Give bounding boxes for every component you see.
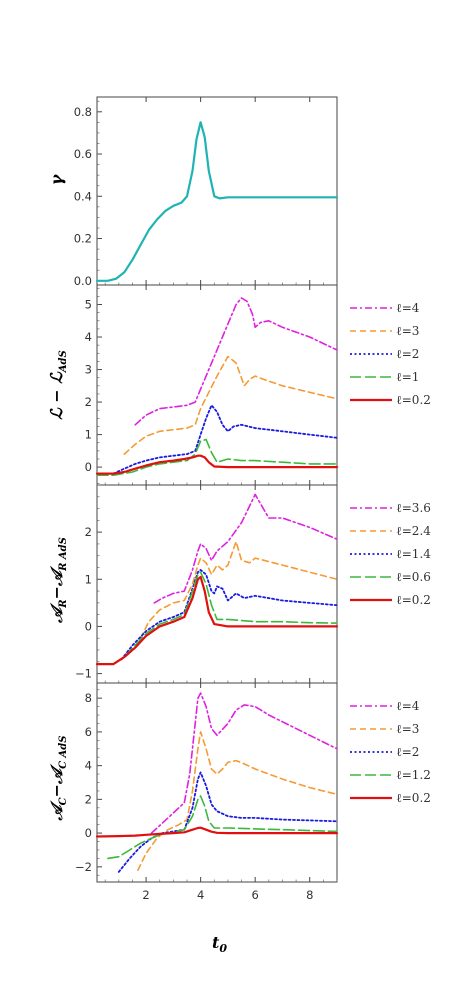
y-tick-label: 1 — [85, 428, 92, 442]
legend-label: ℓ=1.2 — [396, 768, 431, 782]
y-tick-label: 1 — [85, 572, 92, 586]
y-tick-label: 0.4 — [74, 189, 92, 203]
legend-label: ℓ=4 — [396, 301, 420, 315]
series-line-3.6 — [153, 493, 338, 604]
series-line-2.4 — [139, 540, 338, 639]
series-line-gamma — [95, 121, 339, 282]
svg-text:𝒜R−𝒜R AdS: 𝒜R−𝒜R AdS — [47, 537, 69, 624]
series-line-3 — [123, 355, 338, 455]
y-tick-label: 2 — [85, 395, 92, 409]
series-line-1.4 — [120, 569, 338, 661]
y-tick-label: 2 — [85, 525, 92, 539]
legend-label: ℓ=1 — [396, 370, 419, 384]
panel-1: 0.0 0.2 0.4 0.6 0.8 — [74, 96, 339, 288]
x-tick-label: 6 — [252, 888, 259, 902]
series-line-0.2 — [95, 826, 339, 838]
y-tick-label: 0 — [85, 619, 92, 633]
y-tick-label: −1 — [75, 667, 92, 681]
y-tick-label: 4 — [85, 759, 92, 773]
x-axis-label: t0 — [212, 933, 227, 955]
y-tick-label: 6 — [85, 725, 92, 739]
panel4-ylabel: 𝒜C−𝒜C AdS — [47, 735, 69, 821]
legend-label: ℓ=0.6 — [396, 570, 431, 584]
series-line-4 — [134, 297, 338, 426]
svg-text:𝒜C−𝒜C AdS: 𝒜C−𝒜C AdS — [47, 735, 69, 821]
series-line-1.2 — [107, 795, 338, 860]
series-line-0.2 — [95, 575, 339, 666]
legend-label: ℓ=3.6 — [396, 501, 431, 515]
series-line-2 — [112, 404, 338, 475]
y-tick-label: 4 — [85, 330, 92, 344]
panel3-ylabel: 𝒜R−𝒜R AdS — [47, 537, 69, 624]
panel-4: −2 0 2 4 6 8 ℓ=4 ℓ=3 ℓ=2 ℓ=1.2 ℓ=0.2 2 4 6 8 — [75, 682, 431, 902]
svg-text:γ: γ — [47, 173, 66, 185]
y-tick-label: 0.2 — [74, 232, 92, 246]
panel1-ylabel: γ — [47, 173, 66, 185]
x-tick-label: 2 — [142, 888, 149, 902]
y-tick-label: 0 — [85, 460, 92, 474]
y-tick-label: 0 — [85, 826, 92, 840]
legend-label: ℓ=4 — [396, 699, 420, 713]
svg-text:ℒ − ℒAdS: ℒ − ℒAdS — [47, 350, 69, 420]
y-tick-label: 5 — [85, 298, 92, 312]
panel-frame — [96, 682, 338, 883]
x-tick-label: 4 — [197, 888, 204, 902]
y-tick-label: 2 — [85, 792, 92, 806]
legend-label: ℓ=2 — [396, 347, 419, 361]
legend-label: ℓ=2 — [396, 745, 419, 759]
legend-label: ℓ=0.2 — [396, 791, 431, 805]
panel-frame — [96, 284, 338, 486]
y-tick-label: −2 — [75, 860, 92, 874]
y-tick-label: 8 — [85, 691, 92, 705]
series-line-2 — [117, 771, 338, 873]
legend-label: ℓ=0.2 — [396, 593, 431, 607]
panel-3: −1 0 1 2 ℓ=3.6 ℓ=2.4 ℓ=1.4 ℓ=0.6 ℓ=0.2 — [75, 484, 431, 684]
legend-label: ℓ=3 — [396, 324, 419, 338]
series-line-3 — [137, 731, 338, 871]
legend-label: ℓ=2.4 — [396, 524, 431, 538]
series-line-0.6 — [96, 571, 338, 665]
y-tick-label: 0.6 — [74, 147, 92, 161]
panel-frame — [96, 484, 338, 684]
y-tick-label: 0.0 — [74, 274, 92, 288]
y-tick-label: 3 — [85, 363, 92, 377]
legend-label: ℓ=0.2 — [396, 393, 431, 407]
series-line-0.2 — [95, 454, 339, 475]
series-line-4 — [150, 692, 338, 834]
panel-2: 0 1 2 3 4 5 ℓ=4 ℓ=3 ℓ=2 ℓ=1 ℓ=0.2 — [85, 284, 431, 486]
x-tick-label: 8 — [306, 888, 313, 902]
panel2-ylabel: ℒ − ℒAdS — [47, 350, 69, 420]
legend-label: ℓ=1.4 — [396, 547, 431, 561]
legend-label: ℓ=3 — [396, 722, 419, 736]
y-tick-label: 0.8 — [74, 105, 92, 119]
series-line-1 — [96, 438, 338, 476]
